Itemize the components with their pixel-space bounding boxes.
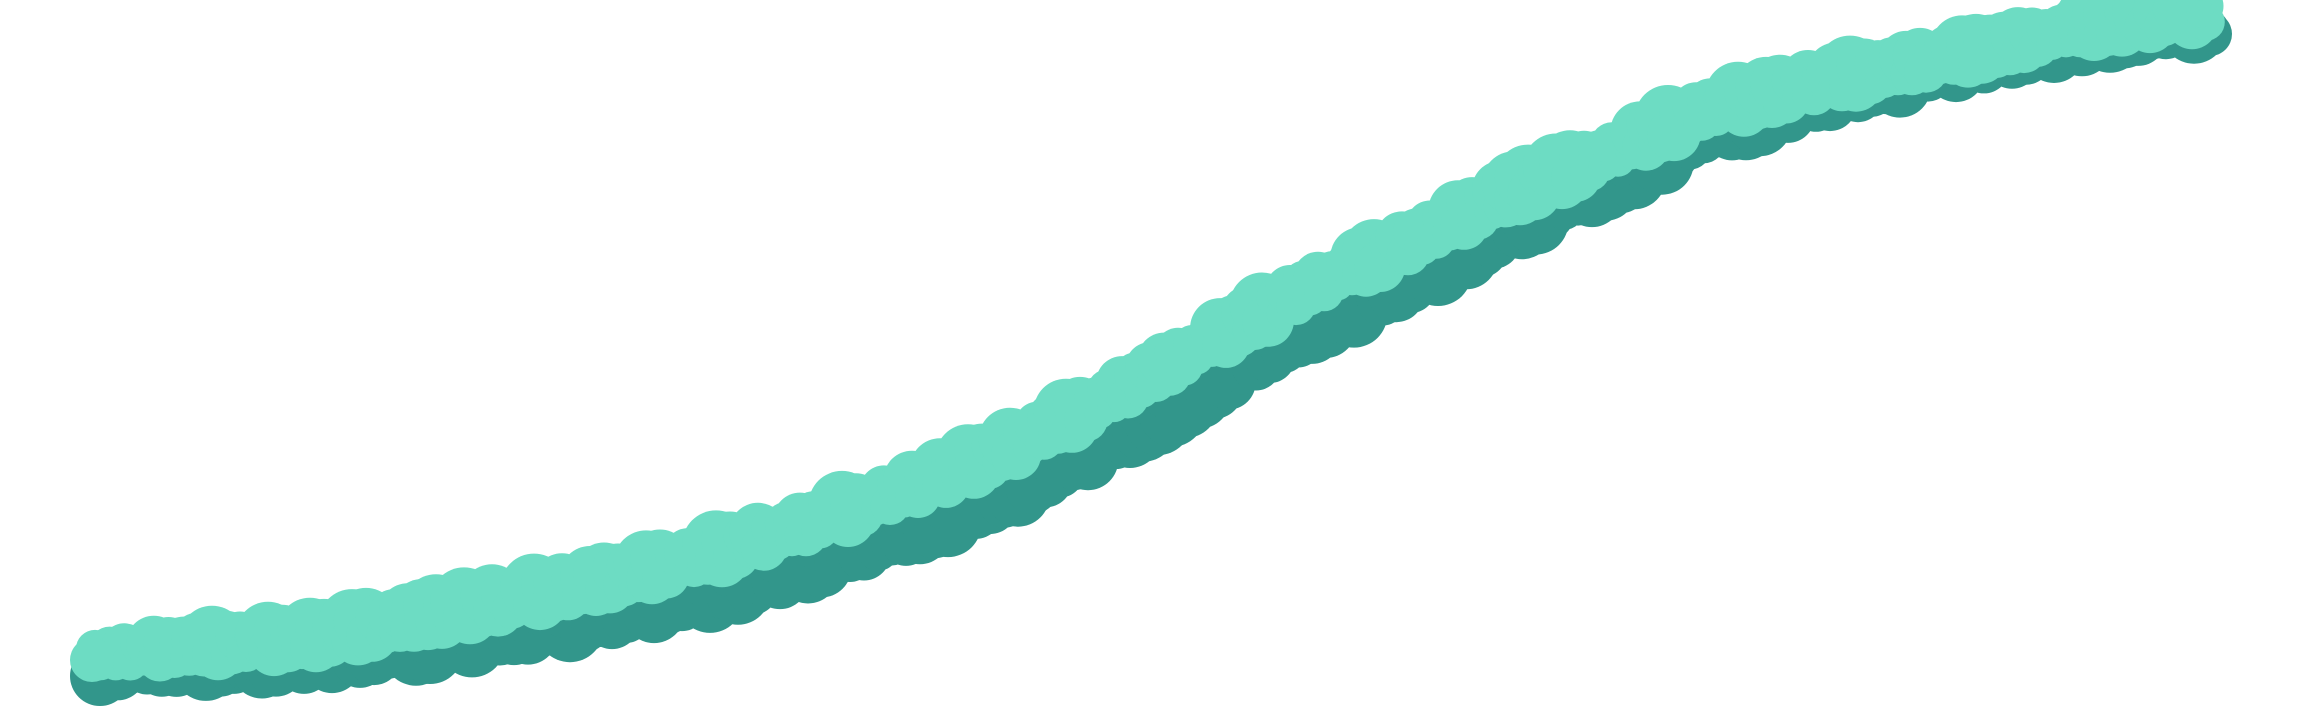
ribbon-start-cap-highlight — [70, 638, 114, 682]
ribbon-highlight-layer — [70, 0, 2225, 682]
ribbon-end-cap-highlight — [2186, 0, 2214, 28]
